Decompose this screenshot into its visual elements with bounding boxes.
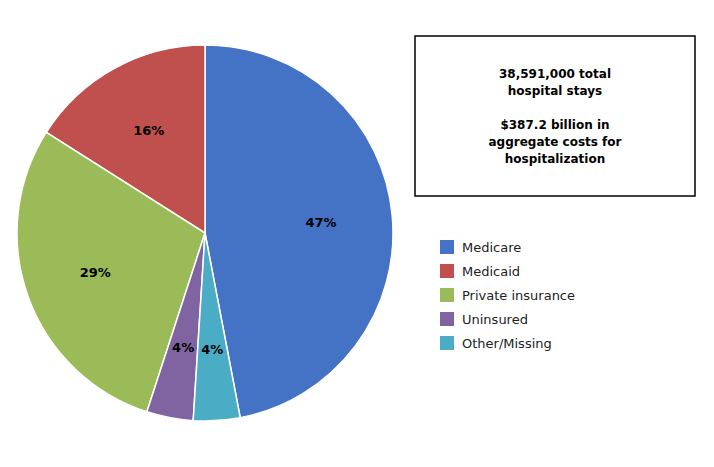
annotation: 38,591,000 total hospital stays $387.2 bil…	[488, 67, 621, 166]
legend-label: Medicaid	[462, 264, 520, 279]
legend-swatch	[440, 240, 454, 254]
legend-swatch	[440, 288, 454, 302]
annotation-line: 38,591,000 total	[499, 67, 611, 81]
annotation-line: aggregate costs for	[488, 135, 621, 149]
legend-swatch	[440, 312, 454, 326]
data-label: 16%	[133, 123, 164, 138]
annotation-line: $387.2 billion in	[500, 118, 609, 132]
info-box-frame	[415, 36, 695, 196]
legend-swatch	[440, 264, 454, 278]
data-label: 47%	[305, 215, 336, 230]
legend-label: Private insurance	[462, 288, 575, 303]
annotation-line: hospitalization	[505, 152, 605, 166]
data-label: 29%	[80, 265, 111, 280]
legend: Medicare Medicaid Private insurance Uninsur…	[440, 240, 575, 351]
data-label: 4%	[201, 342, 223, 357]
annotation-line: hospital stays	[508, 84, 602, 98]
pie	[17, 45, 393, 421]
legend-swatch	[440, 336, 454, 350]
background	[0, 0, 714, 467]
data-label: 4%	[172, 340, 194, 355]
chart: 47% 16% 29% 4% 4% 38,591,000 total hospital st…	[0, 0, 714, 467]
pie-slice	[193, 233, 240, 421]
legend-label: Other/Missing	[462, 336, 552, 351]
pie-slice	[205, 45, 393, 418]
info-box: 38,591,000 total hospital stays $387.2 bil…	[415, 36, 695, 196]
data-labels: 47% 16% 29% 4% 4%	[80, 123, 337, 356]
legend-label: Medicare	[462, 240, 521, 255]
legend-label: Uninsured	[462, 312, 528, 327]
